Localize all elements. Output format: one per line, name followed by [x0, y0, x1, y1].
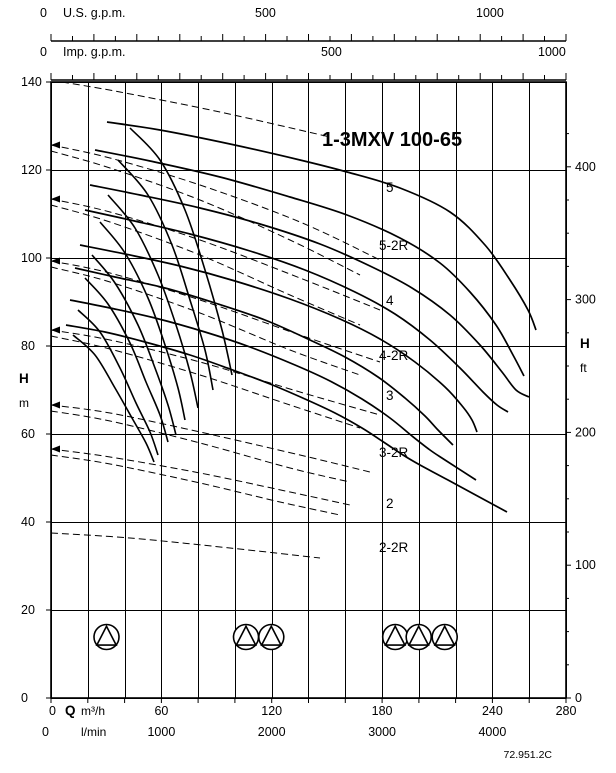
svg-text:H: H — [580, 336, 590, 351]
svg-text:3000: 3000 — [368, 725, 396, 739]
svg-text:4000: 4000 — [478, 725, 506, 739]
svg-text:m³/h: m³/h — [81, 704, 105, 718]
svg-text:180: 180 — [372, 704, 393, 718]
svg-text:0: 0 — [575, 691, 582, 705]
svg-text:120: 120 — [261, 704, 282, 718]
svg-text:40: 40 — [21, 515, 35, 529]
svg-text:Q: Q — [65, 703, 76, 718]
svg-text:0: 0 — [21, 691, 28, 705]
svg-text:140: 140 — [21, 75, 42, 89]
svg-text:3-2R: 3-2R — [379, 445, 409, 460]
svg-text:0: 0 — [42, 725, 49, 739]
svg-text:4: 4 — [386, 293, 394, 308]
svg-text:U.S. g.p.m.: U.S. g.p.m. — [63, 6, 126, 20]
svg-text:2000: 2000 — [258, 725, 286, 739]
svg-text:0: 0 — [40, 6, 47, 20]
svg-text:500: 500 — [321, 45, 342, 59]
svg-text:H: H — [19, 371, 29, 386]
svg-text:1-3MXV 100-65: 1-3MXV 100-65 — [322, 129, 462, 151]
svg-text:1000: 1000 — [538, 45, 566, 59]
svg-text:280: 280 — [556, 704, 577, 718]
svg-text:400: 400 — [575, 160, 596, 174]
svg-text:l/min: l/min — [81, 725, 106, 739]
svg-text:0: 0 — [40, 45, 47, 59]
svg-text:300: 300 — [575, 293, 596, 307]
svg-text:5: 5 — [386, 180, 394, 195]
svg-text:Imp. g.p.m.: Imp. g.p.m. — [63, 45, 126, 59]
svg-text:60: 60 — [154, 704, 168, 718]
svg-text:2: 2 — [386, 496, 394, 511]
svg-text:2-2R: 2-2R — [379, 540, 409, 555]
svg-text:60: 60 — [21, 427, 35, 441]
svg-text:240: 240 — [482, 704, 503, 718]
svg-text:200: 200 — [575, 425, 596, 439]
svg-text:100: 100 — [575, 558, 596, 572]
svg-text:72.951.2C: 72.951.2C — [504, 749, 553, 761]
svg-text:1000: 1000 — [476, 6, 504, 20]
svg-text:500: 500 — [255, 6, 276, 20]
svg-text:1000: 1000 — [147, 725, 175, 739]
svg-text:m: m — [19, 396, 29, 410]
svg-text:ft: ft — [580, 361, 587, 375]
svg-text:80: 80 — [21, 339, 35, 353]
svg-text:4-2R: 4-2R — [379, 348, 409, 363]
svg-text:3: 3 — [386, 388, 394, 403]
svg-text:0: 0 — [49, 704, 56, 718]
svg-text:120: 120 — [21, 163, 42, 177]
svg-text:100: 100 — [21, 251, 42, 265]
svg-text:20: 20 — [21, 603, 35, 617]
